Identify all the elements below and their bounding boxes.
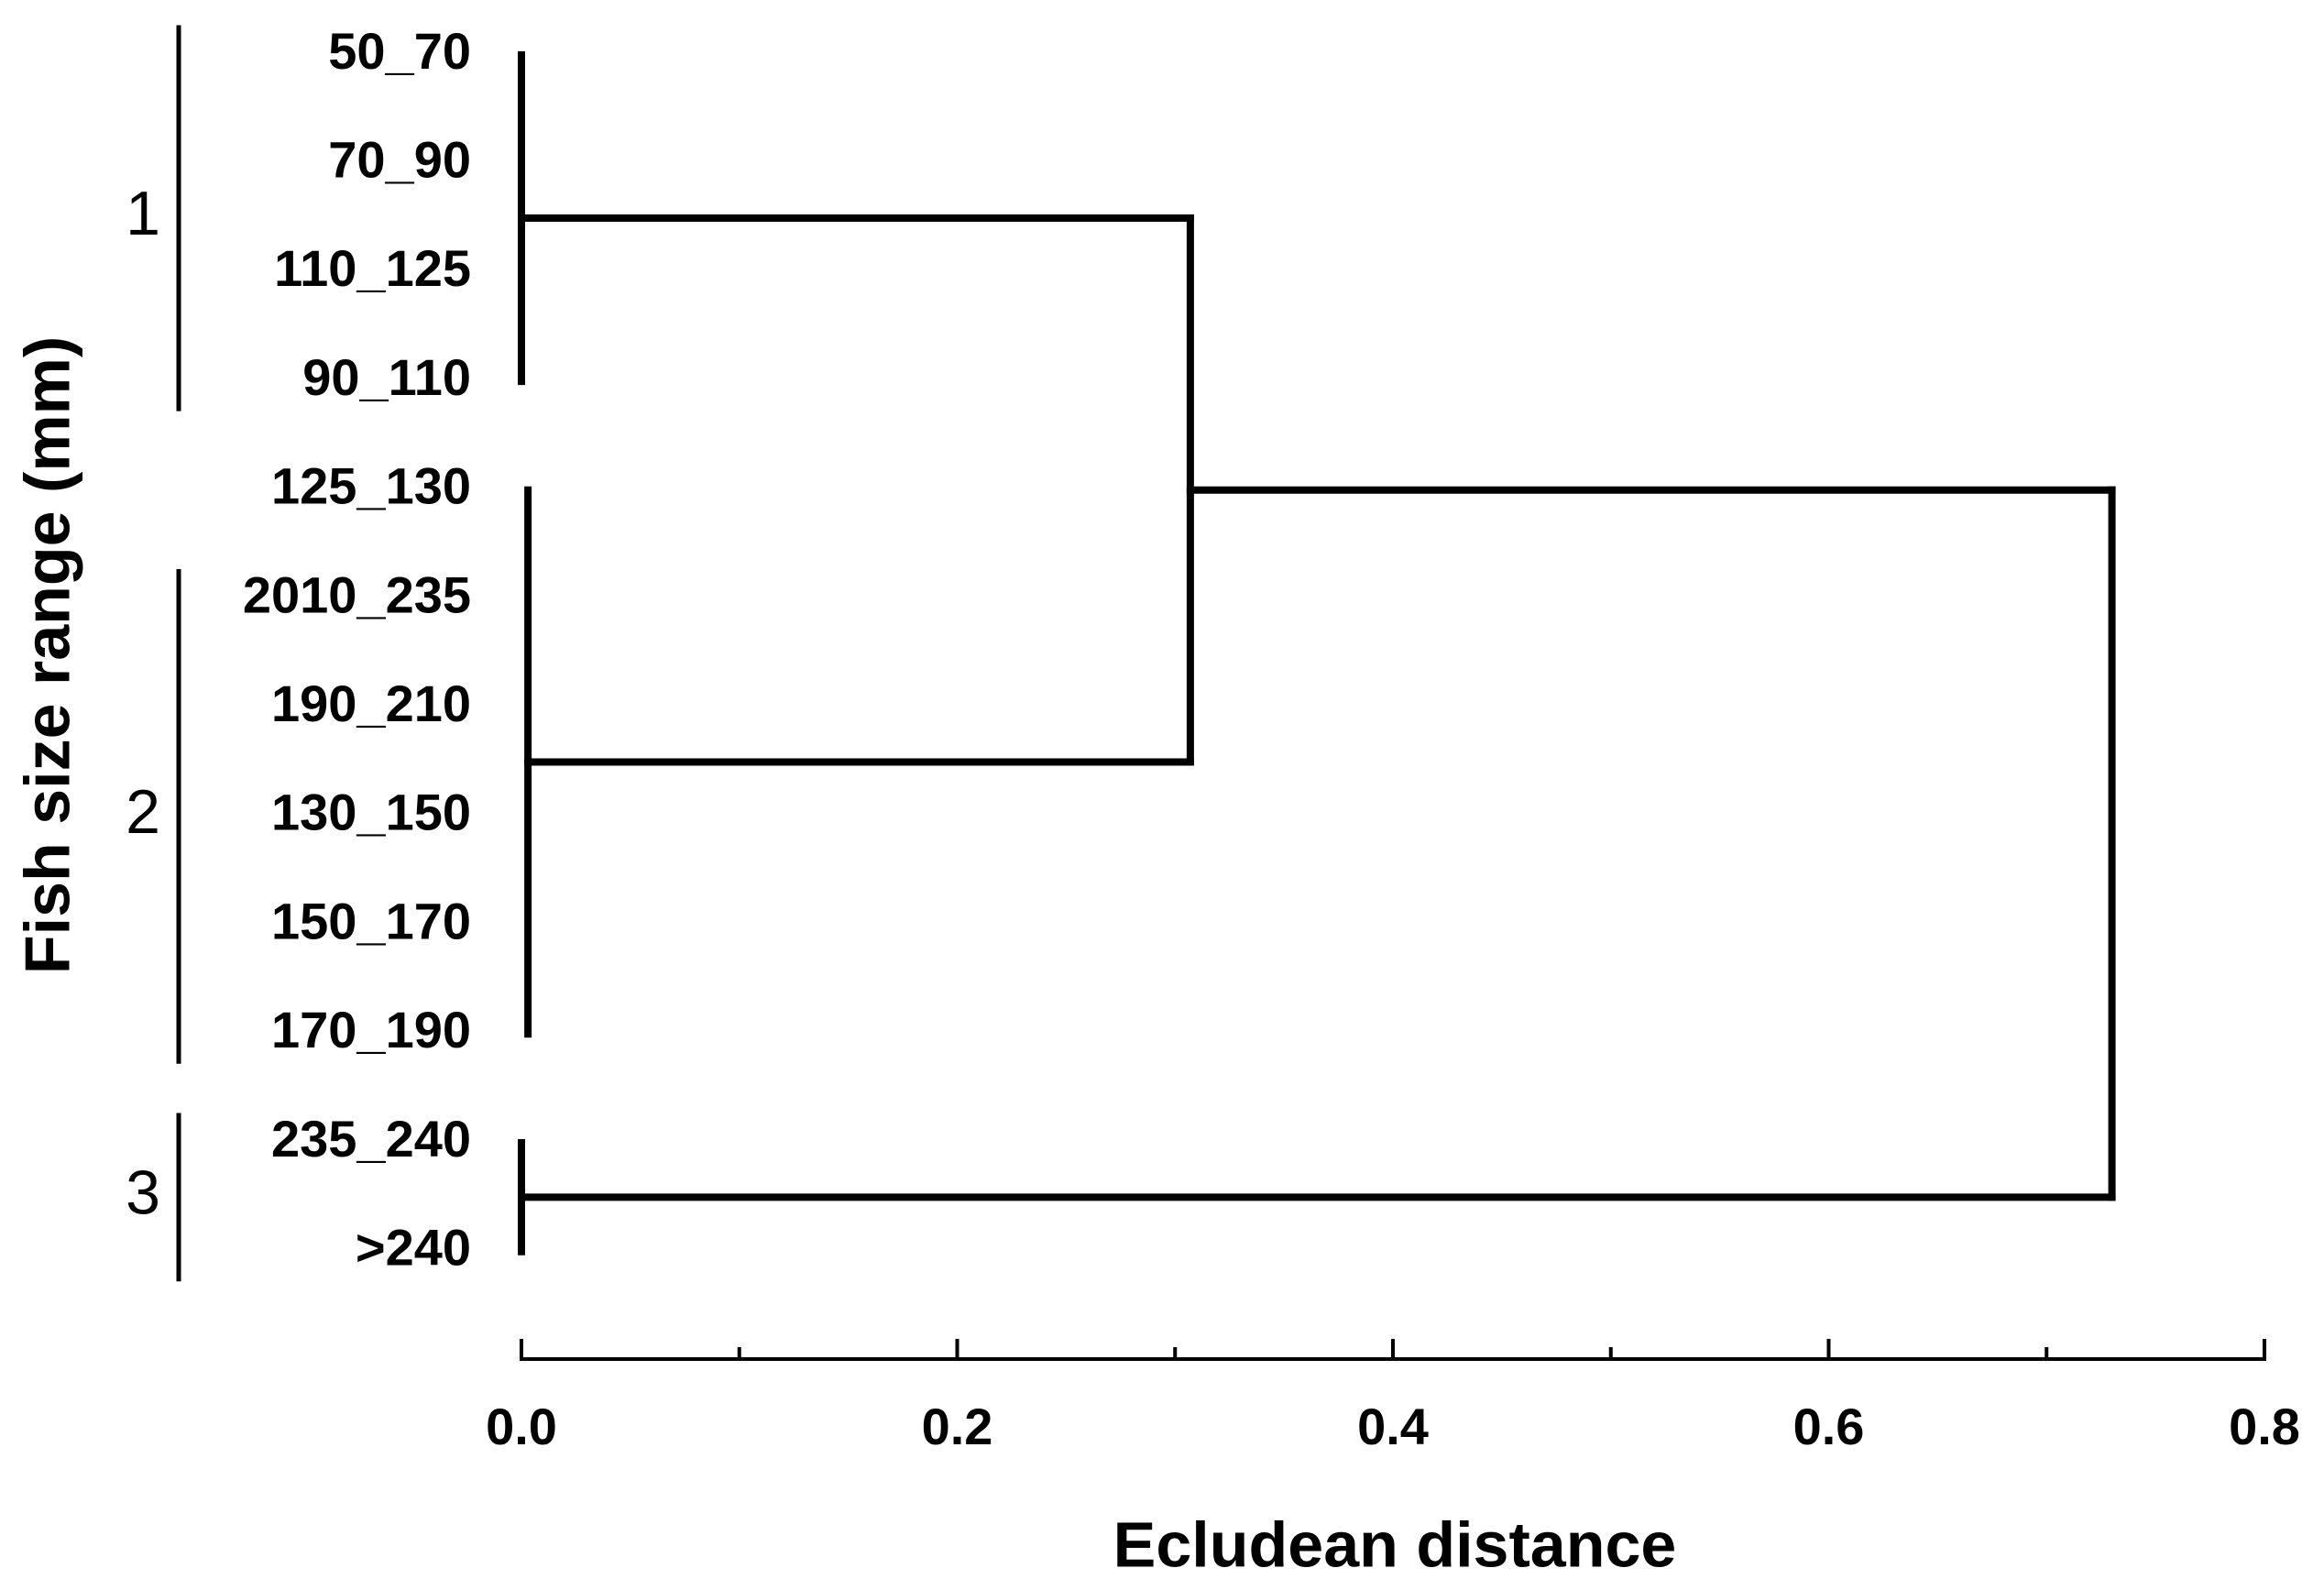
x-tick-label: 0.0 [486,1398,557,1455]
x-tick-label: 0.8 [2229,1398,2300,1455]
leaf-label: 235_240 [271,1110,471,1168]
group-label: 1 [126,179,160,248]
x-tick-label: 0.2 [922,1398,993,1455]
leaf-label: 70_90 [328,130,471,188]
leaf-label: 190_210 [271,674,471,732]
leaf-label: 130_150 [271,784,471,841]
leaf-label: 170_190 [271,1001,471,1058]
x-tick-label: 0.4 [1357,1398,1429,1455]
leaf-label: 2010_235 [243,565,471,623]
leaf-label: 50_70 [328,22,471,80]
leaf-label: 125_130 [271,457,471,515]
leaf-label: 110_125 [274,239,471,297]
group-label: 2 [126,777,160,847]
x-axis-title: Ecludean distance [1113,1508,1677,1580]
leaf-label: >240 [356,1218,471,1276]
group-label: 3 [126,1157,160,1227]
x-tick-label: 0.6 [1793,1398,1865,1455]
y-axis-title: Fish size range (mm) [11,336,82,974]
leaf-label: 90_110 [302,348,471,406]
leaf-label: 150_170 [271,892,471,949]
